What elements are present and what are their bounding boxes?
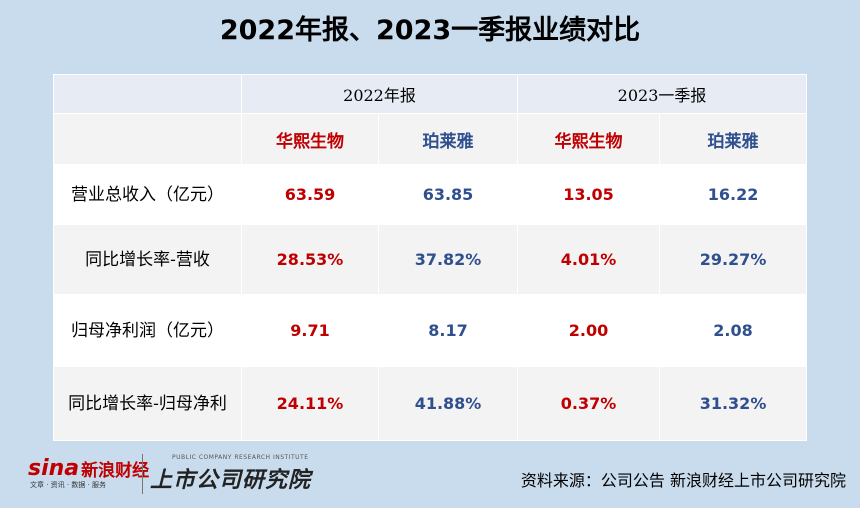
period-header-2023q1: 2023一季报 [517,74,808,114]
page-title: 2022年报、2023一季报业绩对比 [219,15,641,46]
value-cell: 13.05 [517,164,661,225]
source-note: 资料来源：公司公告 新浪财经上市公司研究院 [520,471,846,490]
value-cell: 63.85 [377,164,519,225]
corner-cell [53,113,242,165]
table-row: 同比增长率-营收 28.53% 37.82% 4.01% 29.27% [53,224,808,295]
value-cell: 4.01% [517,224,661,295]
value-cell: 9.71 [241,294,379,367]
company-header-proya: 珀莱雅 [377,113,519,165]
row-label: 营业总收入（亿元） [53,164,242,225]
sina-finance-logo: sina 新浪财经 [28,456,149,481]
row-label: 归母净利润（亿元） [53,294,242,367]
sina-finance-name: 新浪财经 [81,461,150,481]
table-row: 归母净利润（亿元） 9.71 8.17 2.00 2.08 [53,294,808,367]
value-cell: 41.88% [377,366,519,441]
value-cell: 24.11% [241,366,379,441]
company-header-row: 华熙生物 珀莱雅 华熙生物 珀莱雅 [53,113,808,165]
value-cell: 63.59 [241,164,379,225]
value-cell: 28.53% [241,224,379,295]
period-header-row: 2022年报 2023一季报 [53,74,808,114]
value-cell: 31.32% [659,366,808,441]
value-cell: 8.17 [377,294,519,367]
institute-name-cn: 上市公司研究院 [150,468,312,493]
company-header-huaxi: 华熙生物 [517,113,661,165]
comparison-table: 2022年报 2023一季报 华熙生物 珀莱雅 华熙生物 珀莱雅 营业总收入（亿… [53,74,808,441]
company-header-huaxi: 华熙生物 [241,113,379,165]
row-label: 同比增长率-归母净利 [53,366,242,441]
table-row: 营业总收入（亿元） 63.59 63.85 13.05 16.22 [53,164,808,225]
footer-divider [142,454,143,494]
institute-name-en: PUBLIC COMPANY RESEARCH INSTITUTE [172,454,309,461]
value-cell: 2.08 [659,294,808,367]
value-cell: 0.37% [517,366,661,441]
value-cell: 37.82% [377,224,519,295]
value-cell: 29.27% [659,224,808,295]
company-header-proya: 珀莱雅 [659,113,808,165]
corner-cell [53,74,242,114]
sina-wordmark: sina [28,456,80,481]
table-row: 同比增长率-归母净利 24.11% 41.88% 0.37% 31.32% [53,366,808,441]
period-header-2022: 2022年报 [240,74,519,114]
logo-tagline: 文章 · 资讯 · 数据 · 服务 [30,481,107,489]
row-label: 同比增长率-营收 [53,224,242,295]
value-cell: 2.00 [517,294,661,367]
footer: sina 新浪财经 文章 · 资讯 · 数据 · 服务 PUBLIC COMPA… [0,448,860,508]
value-cell: 16.22 [659,164,808,225]
